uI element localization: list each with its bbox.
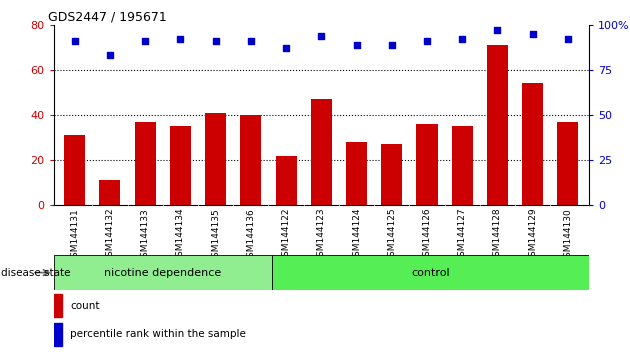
Point xyxy=(175,36,185,42)
Bar xyxy=(346,142,367,205)
Bar xyxy=(311,99,332,205)
Bar xyxy=(205,113,226,205)
Bar xyxy=(416,124,438,205)
Bar xyxy=(64,135,85,205)
Text: GSM144132: GSM144132 xyxy=(105,208,115,262)
Point xyxy=(210,38,220,44)
Bar xyxy=(240,115,261,205)
Point xyxy=(105,53,115,58)
Text: GSM144126: GSM144126 xyxy=(423,208,432,262)
Bar xyxy=(452,126,472,205)
Bar xyxy=(54,295,62,317)
Point xyxy=(316,33,326,39)
Bar xyxy=(54,323,62,346)
Text: GSM144133: GSM144133 xyxy=(140,208,150,263)
Bar xyxy=(135,122,156,205)
Text: GSM144127: GSM144127 xyxy=(458,208,467,262)
Text: GSM144129: GSM144129 xyxy=(528,208,537,262)
Text: disease state: disease state xyxy=(1,268,70,278)
Text: nicotine dependence: nicotine dependence xyxy=(104,268,221,278)
Text: GSM144124: GSM144124 xyxy=(352,208,361,262)
Text: percentile rank within the sample: percentile rank within the sample xyxy=(70,329,246,339)
Bar xyxy=(558,122,578,205)
Text: GDS2447 / 195671: GDS2447 / 195671 xyxy=(48,11,167,24)
Text: control: control xyxy=(411,268,450,278)
Bar xyxy=(381,144,403,205)
Point xyxy=(528,31,538,37)
Bar xyxy=(170,126,191,205)
Text: GSM144131: GSM144131 xyxy=(70,208,79,263)
Point xyxy=(387,42,397,47)
Text: GSM144136: GSM144136 xyxy=(246,208,255,263)
Text: GSM144134: GSM144134 xyxy=(176,208,185,262)
Point xyxy=(70,38,80,44)
Bar xyxy=(487,45,508,205)
Bar xyxy=(100,181,120,205)
Point xyxy=(352,42,362,47)
Text: GSM144122: GSM144122 xyxy=(282,208,290,262)
Point xyxy=(493,27,503,33)
Bar xyxy=(522,84,543,205)
Text: GSM144130: GSM144130 xyxy=(563,208,573,263)
Bar xyxy=(272,255,589,290)
Text: GSM144135: GSM144135 xyxy=(211,208,220,263)
Point xyxy=(563,36,573,42)
Bar xyxy=(54,255,272,290)
Text: count: count xyxy=(70,301,100,311)
Text: GSM144125: GSM144125 xyxy=(387,208,396,262)
Text: GSM144123: GSM144123 xyxy=(317,208,326,262)
Point xyxy=(140,38,150,44)
Point xyxy=(281,45,291,51)
Bar xyxy=(275,156,297,205)
Point xyxy=(457,36,467,42)
Text: GSM144128: GSM144128 xyxy=(493,208,502,262)
Point xyxy=(422,38,432,44)
Point xyxy=(246,38,256,44)
